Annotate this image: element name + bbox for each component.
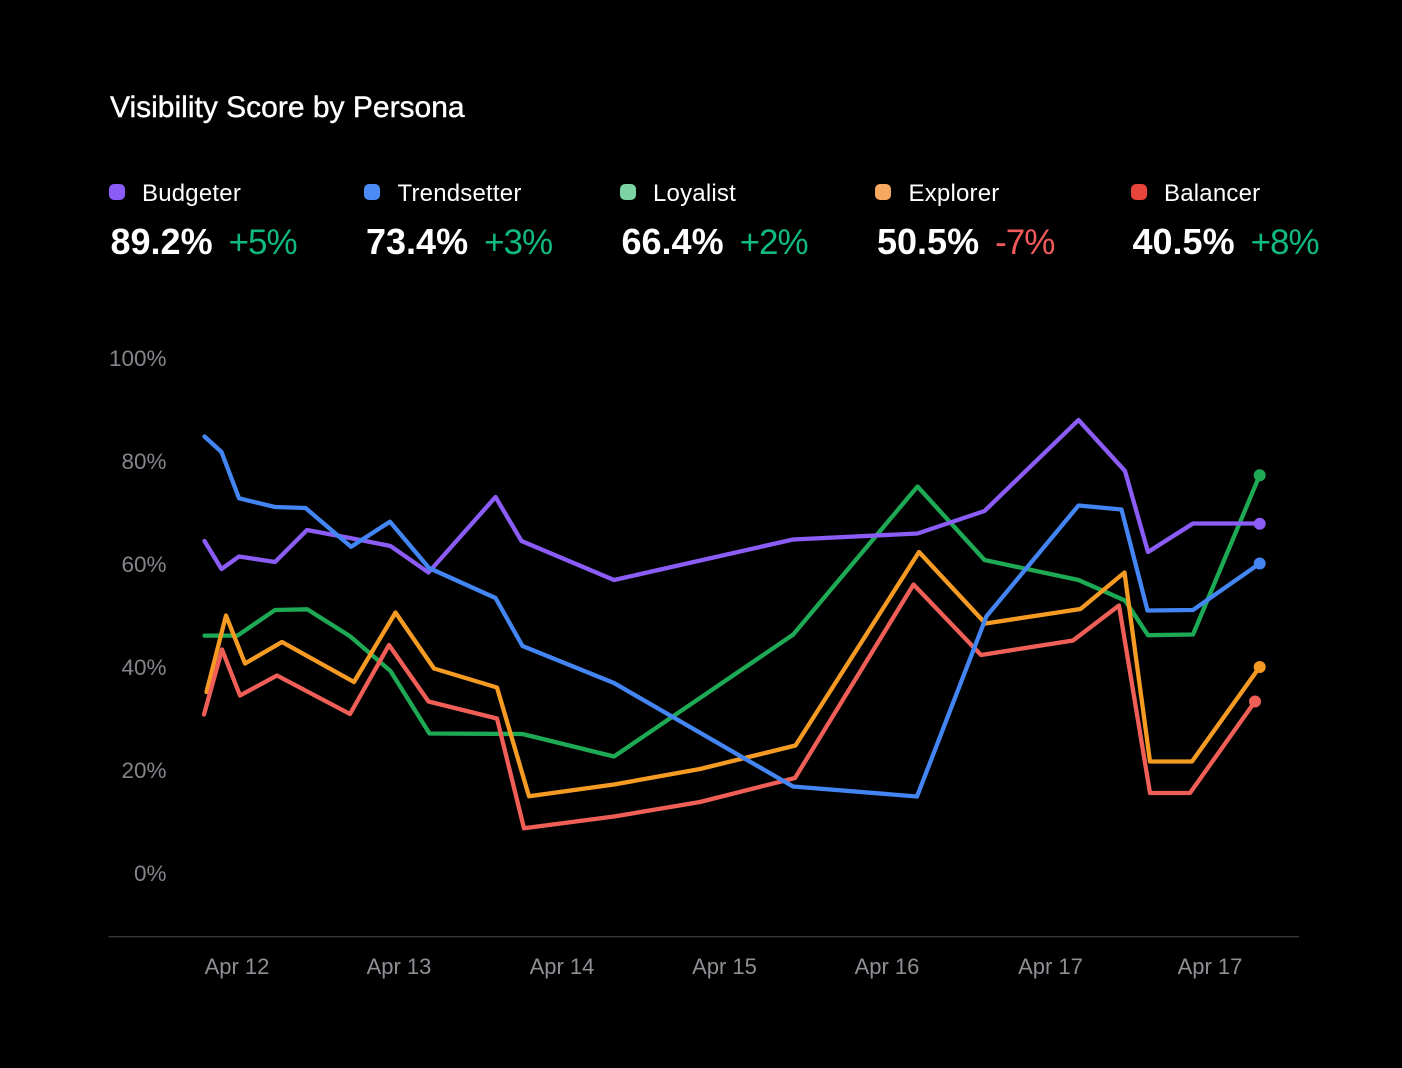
svg-text:20%: 20%	[121, 758, 166, 783]
svg-text:Apr 17: Apr 17	[1178, 954, 1243, 979]
svg-text:Apr 14: Apr 14	[530, 954, 595, 979]
svg-text:100%: 100%	[109, 346, 167, 371]
svg-text:80%: 80%	[121, 449, 166, 474]
svg-text:60%: 60%	[121, 552, 166, 577]
svg-text:40%: 40%	[121, 655, 166, 680]
svg-text:Apr 15: Apr 15	[692, 954, 757, 979]
svg-text:Apr 17: Apr 17	[1018, 954, 1083, 979]
svg-text:Apr 16: Apr 16	[855, 954, 920, 979]
svg-text:0%: 0%	[134, 861, 167, 886]
svg-text:Apr 12: Apr 12	[205, 954, 270, 979]
svg-text:Apr 13: Apr 13	[367, 954, 432, 979]
